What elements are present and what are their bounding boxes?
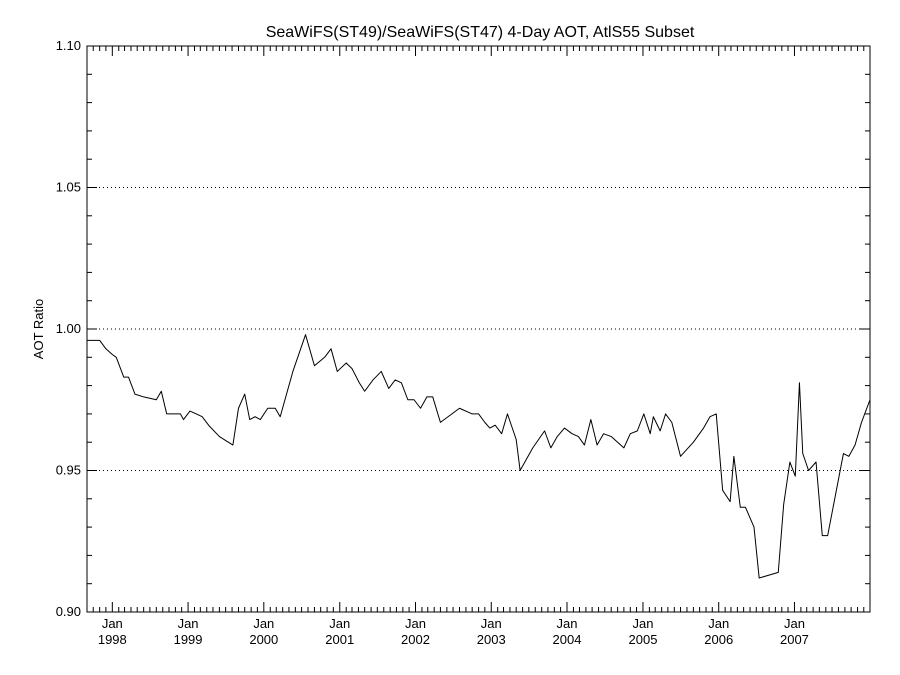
x-tick-month-label: Jan <box>405 616 426 631</box>
chart-title: SeaWiFS(ST49)/SeaWiFS(ST47) 4-Day AOT, A… <box>266 24 695 41</box>
x-tick-month-label: Jan <box>708 616 729 631</box>
x-tick-year-label: 2005 <box>629 632 658 647</box>
x-axis-ticks: Jan1998Jan1999Jan2000Jan2001Jan2002Jan20… <box>86 46 865 647</box>
x-tick-month-label: Jan <box>329 616 350 631</box>
x-tick-year-label: 2004 <box>553 632 582 647</box>
y-axis-ticks: 0.90 0.95 1.00 1.05 1.10 <box>56 38 870 619</box>
x-tick-month-label: Jan <box>178 616 199 631</box>
y-tick-label: 0.95 <box>56 463 81 478</box>
x-tick-month-label: Jan <box>632 616 653 631</box>
x-tick-year-label: 1999 <box>174 632 203 647</box>
plot-frame <box>86 45 871 613</box>
x-tick-month-label: Jan <box>253 616 274 631</box>
x-tick-year-label: 2000 <box>249 632 278 647</box>
series-group <box>87 334 871 579</box>
y-tick-label: 1.05 <box>56 180 81 195</box>
x-tick-month-label: Jan <box>102 616 123 631</box>
series-line <box>87 334 871 579</box>
x-tick-year-label: 2003 <box>477 632 506 647</box>
y-tick-label: 1.00 <box>56 321 81 336</box>
x-tick-month-label: Jan <box>481 616 502 631</box>
x-tick-year-label: 2007 <box>780 632 809 647</box>
x-tick-year-label: 2002 <box>401 632 430 647</box>
y-axis-label: AOT Ratio <box>31 299 46 359</box>
x-tick-month-label: Jan <box>557 616 578 631</box>
x-tick-year-label: 2001 <box>325 632 354 647</box>
x-tick-year-label: 1998 <box>98 632 127 647</box>
y-tick-label: 1.10 <box>56 38 81 53</box>
x-tick-year-label: 2006 <box>704 632 733 647</box>
grid-lines <box>87 187 870 471</box>
x-tick-month-label: Jan <box>784 616 805 631</box>
y-tick-label: 0.90 <box>56 604 81 619</box>
